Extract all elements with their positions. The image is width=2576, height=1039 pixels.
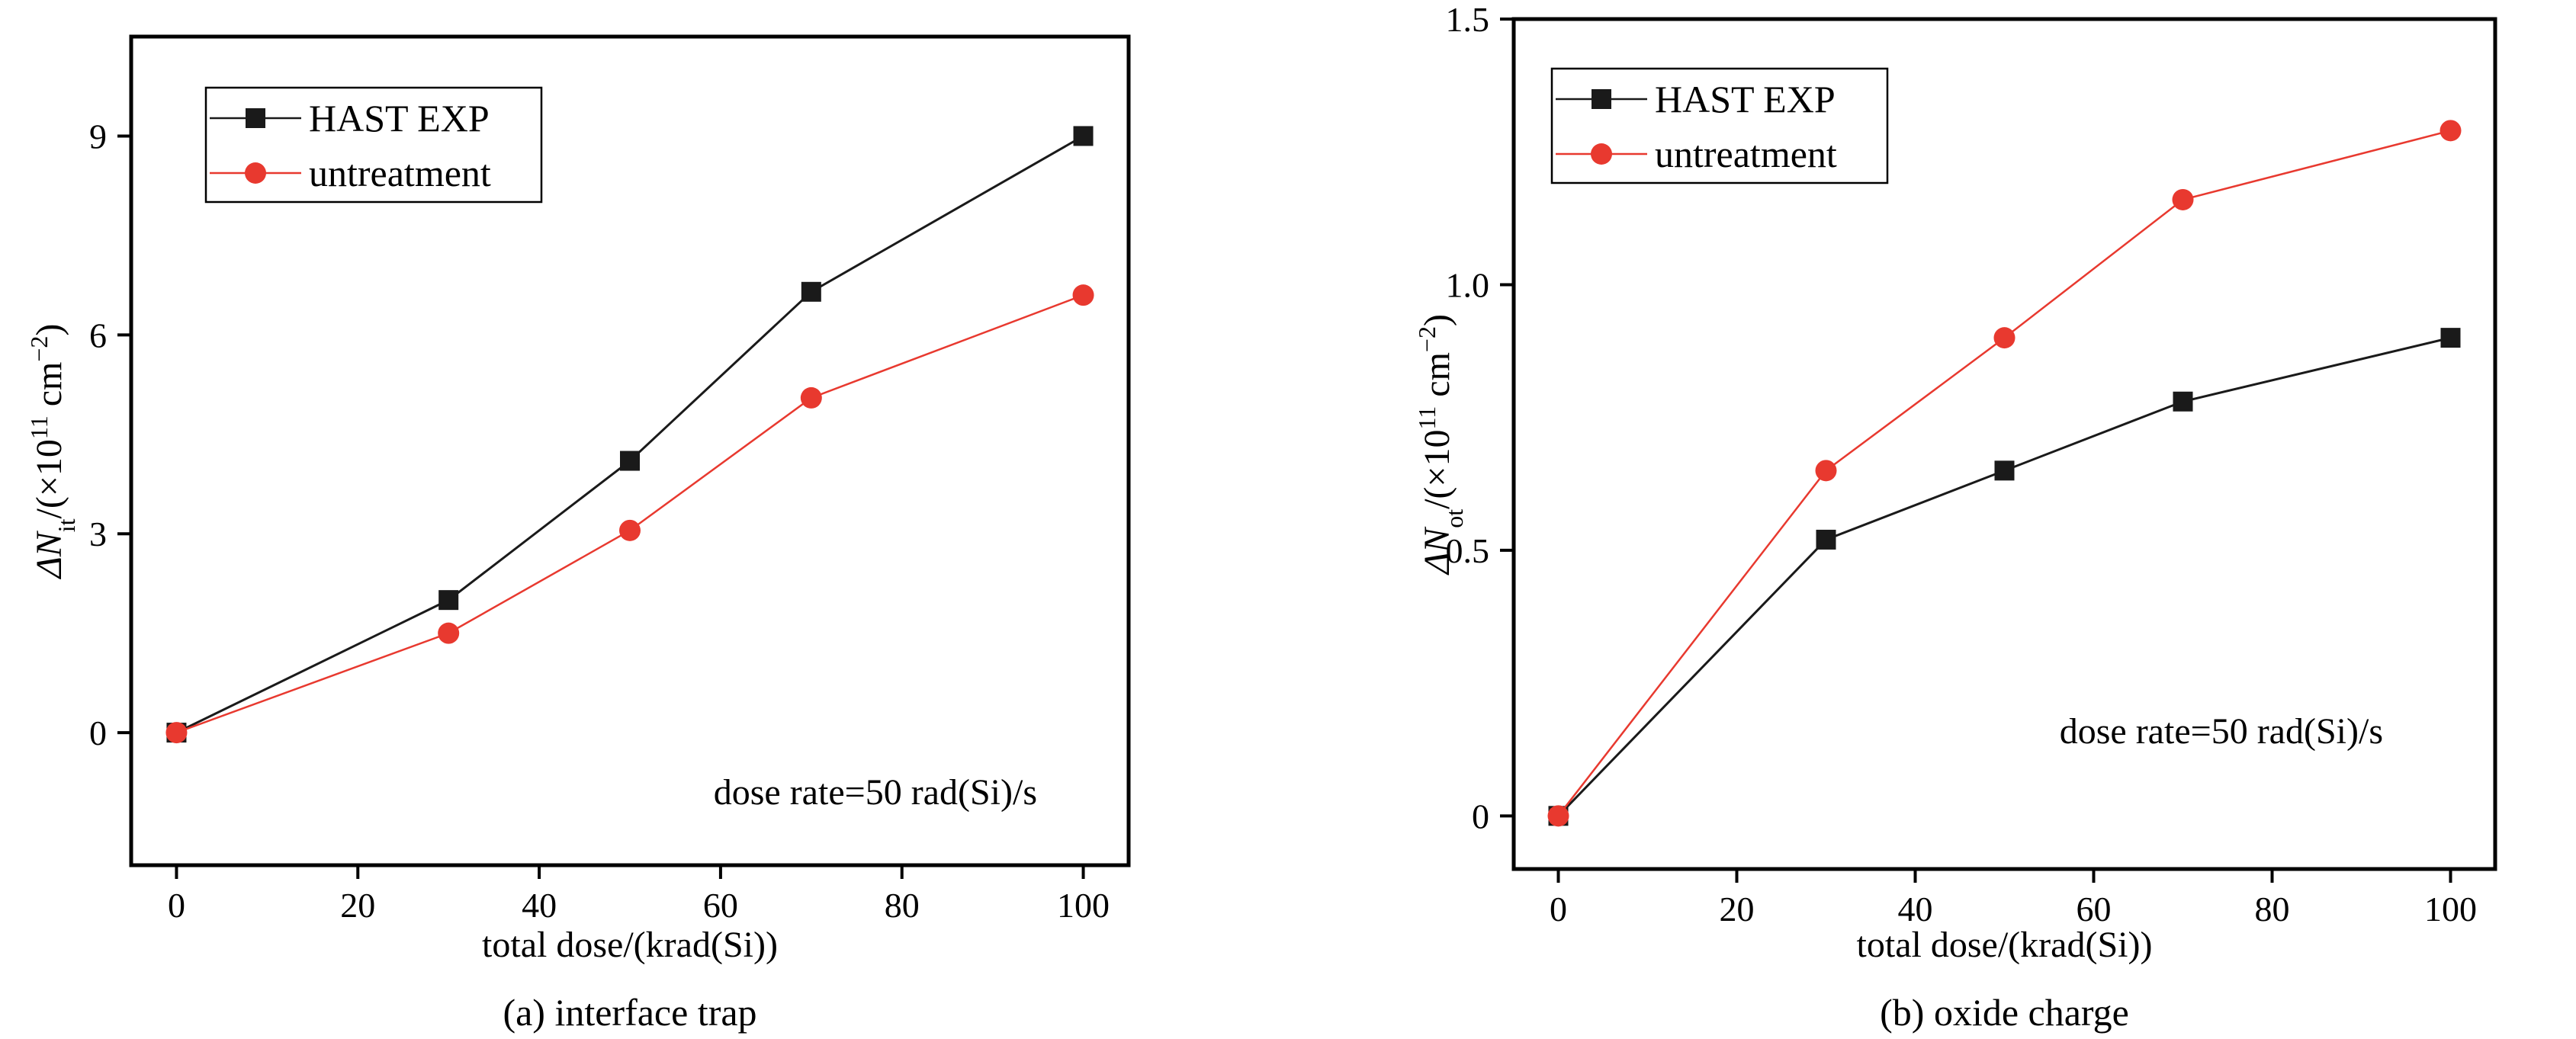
legend-label: HAST EXP <box>309 97 490 139</box>
y-axis-label-sup1: 11 <box>25 415 53 439</box>
x-tick-label: 0 <box>168 886 185 925</box>
figure-caption: (a) interface trap <box>503 991 756 1034</box>
y-axis-label-suffix: ) <box>29 324 69 336</box>
x-tick-label: 100 <box>2424 890 2477 928</box>
panel-oxide-charge: 0 20 40 60 80 100 0 0.5 1.0 1.5 total dose/(krad(S… <box>1413 0 2497 1034</box>
x-tick-label: 80 <box>885 886 920 925</box>
plot-frame <box>129 34 1131 867</box>
data-point-circle <box>438 622 460 644</box>
series-line <box>175 135 1084 734</box>
data-point-circle <box>165 722 188 744</box>
data-point-square <box>438 590 459 611</box>
y-tick-label: 0 <box>89 714 107 752</box>
data-point-circle <box>2172 188 2194 210</box>
x-tick-label: 60 <box>2077 890 2112 928</box>
plot-frame <box>1511 17 2497 871</box>
data-point-square <box>1073 126 1094 146</box>
figure-caption: (b) oxide charge <box>1880 991 2129 1034</box>
data-point-circle <box>1815 460 1837 482</box>
y-axis-label-suffix: ) <box>1417 314 1457 326</box>
data-point-circle <box>800 386 822 409</box>
data-point-square <box>620 451 640 471</box>
y-tick-label: 9 <box>89 117 107 156</box>
y-tick-label: 0 <box>1472 797 1489 835</box>
dose-rate-annotation: dose rate=50 rad(Si)/s <box>714 772 1037 813</box>
y-axis-label-sup1: 11 <box>1413 406 1441 430</box>
data-point-square <box>2173 391 2193 412</box>
x-tick-label: 0 <box>1550 890 1567 928</box>
data-point-square <box>801 281 821 302</box>
y-axis-label-mid: /(×10 <box>29 439 69 518</box>
x-tick-label: 20 <box>1720 890 1755 928</box>
y-axis-label-sub: it <box>53 518 80 532</box>
x-tick-label: 20 <box>340 886 375 925</box>
x-tick-label: 60 <box>703 886 738 925</box>
legend-box <box>1550 67 1889 184</box>
panel-interface-trap: 0 20 40 60 80 100 0 3 6 9 total dose/(krad(Si)) ΔNi… <box>25 34 1131 1034</box>
legend-marker-circle <box>1591 143 1612 165</box>
y-tick-label: 0.5 <box>1446 531 1490 570</box>
y-axis-label-unit: cm <box>1417 352 1457 406</box>
x-tick-label: 40 <box>522 886 557 925</box>
x-axis-label: total dose/(krad(Si)) <box>1857 925 2153 965</box>
data-point-circle <box>619 519 641 541</box>
y-axis-label: ΔNit/(×1011 cm−2) <box>25 324 80 580</box>
y-tick-label: 6 <box>89 316 107 354</box>
data-point-circle <box>1072 284 1094 306</box>
legend-marker-square <box>246 108 265 128</box>
y-axis-label-prefix: ΔN <box>1417 526 1457 576</box>
y-axis-label-sup2: −2 <box>1413 326 1441 352</box>
x-tick-label: 100 <box>1057 886 1110 925</box>
legend-marker-circle <box>245 162 266 184</box>
data-point-circle <box>1547 805 1569 827</box>
y-axis-label: ΔNot/(×1011 cm−2) <box>1413 314 1468 576</box>
y-axis-label-sub: ot <box>1441 509 1468 528</box>
y-axis-label-prefix: ΔN <box>29 530 69 579</box>
legend-label: untreatment <box>1655 133 1837 175</box>
y-axis-label-unit: cm <box>29 362 69 416</box>
legend-label: untreatment <box>309 152 491 194</box>
y-tick-label: 3 <box>89 515 107 553</box>
y-axis-label-sup2: −2 <box>25 336 53 362</box>
data-point-square <box>1994 460 2015 481</box>
legend-label: HAST EXP <box>1655 78 1836 120</box>
x-tick-label: 80 <box>2255 890 2290 928</box>
dose-rate-annotation: dose rate=50 rad(Si)/s <box>2060 711 2383 752</box>
data-point-square <box>1816 529 1836 550</box>
data-point-square <box>2440 328 2461 348</box>
x-tick-label: 40 <box>1898 890 1933 928</box>
data-point-circle <box>2439 120 2462 142</box>
y-tick-label: 1.5 <box>1446 0 1490 39</box>
y-tick-label: 1.0 <box>1446 265 1490 304</box>
x-axis-label: total dose/(krad(Si)) <box>482 925 778 965</box>
data-point-circle <box>1993 327 2016 349</box>
legend-marker-square <box>1592 89 1611 109</box>
legend-box <box>204 86 543 204</box>
y-axis-label-mid: /(×10 <box>1417 430 1457 509</box>
